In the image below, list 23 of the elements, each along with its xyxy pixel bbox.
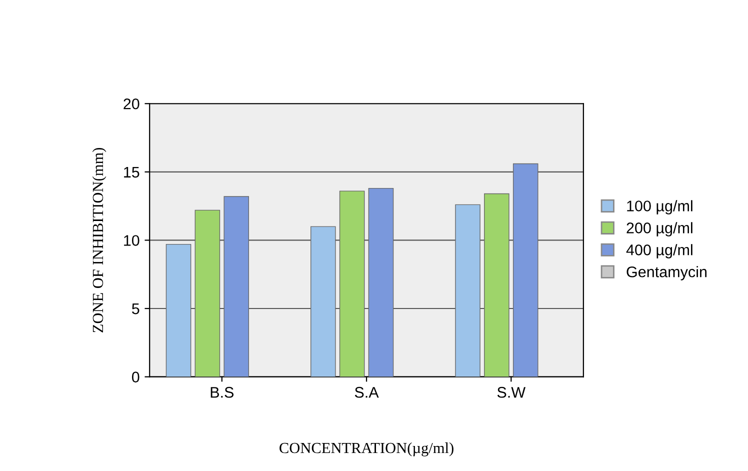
bar xyxy=(339,190,365,377)
y-axis-title: ZONE OF INHIBITION(mm) xyxy=(92,148,106,332)
y-tick-label: 15 xyxy=(124,166,140,178)
y-tick-label: 10 xyxy=(124,235,140,246)
bar xyxy=(368,188,394,377)
y-tick-label: 20 xyxy=(124,98,140,110)
legend-label: 100 µg/ml xyxy=(627,200,692,214)
x-tick-label: S.A xyxy=(354,386,379,398)
y-tick-label: 0 xyxy=(132,372,140,382)
bar xyxy=(512,163,538,377)
legend-label: 400 µg/ml xyxy=(626,244,692,258)
bar xyxy=(484,193,510,377)
bar xyxy=(166,244,192,377)
x-tick-label: S.W xyxy=(497,386,526,398)
legend-label: Gentamycin xyxy=(626,266,706,280)
legend-label: 200 µg/ml xyxy=(626,222,692,236)
bar xyxy=(194,210,220,377)
bar xyxy=(310,226,336,377)
bar xyxy=(224,196,250,377)
x-tick-label: B.S xyxy=(210,386,234,398)
x-axis-title: CONCENTRATION(µg/ml) xyxy=(280,442,454,456)
bar xyxy=(455,204,480,377)
y-tick-label: 5 xyxy=(132,304,140,314)
